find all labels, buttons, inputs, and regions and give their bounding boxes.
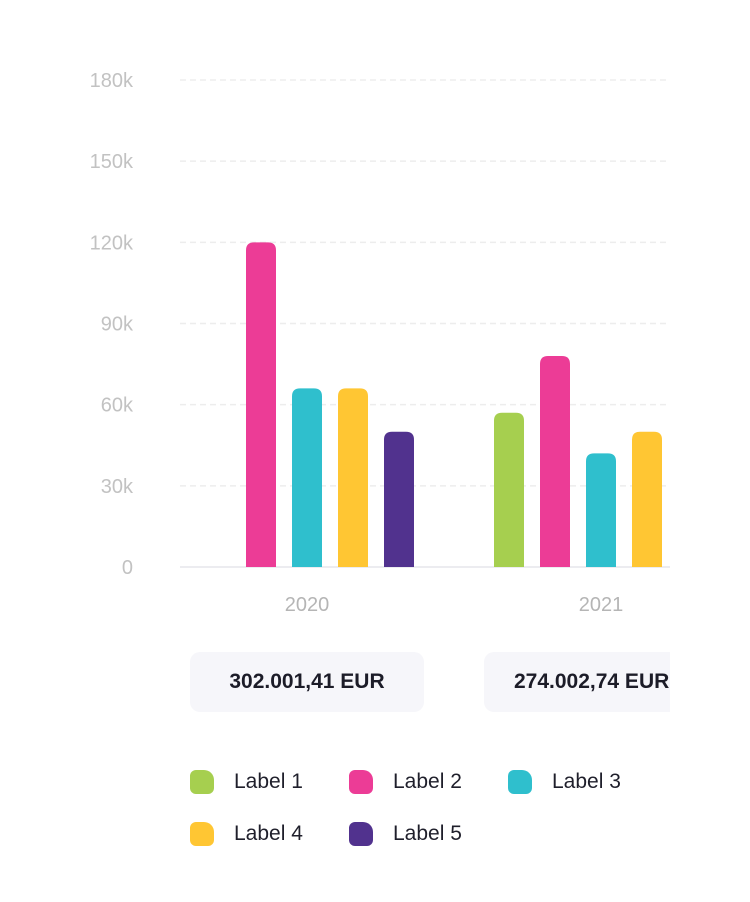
total-value-2021: 274.002,74 EUR bbox=[514, 670, 670, 693]
bar-label-3-2020 bbox=[292, 388, 322, 567]
x-axis-labels: 2020 2021 bbox=[285, 594, 624, 616]
legend-item-label-5: Label 5 bbox=[349, 822, 508, 846]
totals-strip: 302.001,41 EUR 274.002,74 EUR bbox=[180, 640, 670, 730]
y-tick-label: 60k bbox=[101, 395, 134, 417]
y-tick-label: 180k bbox=[90, 70, 134, 92]
total-card-2020: 302.001,41 EUR bbox=[190, 652, 424, 712]
legend-item-label-3: Label 3 bbox=[508, 770, 667, 794]
x-category-label: 2021 bbox=[579, 594, 624, 616]
legend-item-label-1: Label 1 bbox=[190, 770, 349, 794]
bar-label-4-2021 bbox=[632, 431, 662, 567]
legend-swatch bbox=[190, 770, 214, 794]
bar-label-4-2020 bbox=[338, 388, 368, 567]
legend-swatch bbox=[349, 770, 373, 794]
legend-label: Label 2 bbox=[393, 770, 462, 793]
bar-label-1-2021 bbox=[494, 412, 524, 567]
bar-label-2-2021 bbox=[540, 355, 570, 567]
y-tick-label: 0 bbox=[122, 557, 133, 579]
legend: Label 1 Label 2 Label 3 Label 4 Label 5 bbox=[190, 756, 670, 860]
x-category-label: 2020 bbox=[285, 594, 330, 616]
y-tick-label: 120k bbox=[90, 232, 134, 254]
y-tick-label: 150k bbox=[90, 151, 134, 173]
y-tick-label: 30k bbox=[101, 476, 134, 498]
legend-label: Label 3 bbox=[552, 770, 621, 793]
bar-label-3-2021 bbox=[586, 453, 616, 567]
legend-label: Label 1 bbox=[234, 770, 303, 793]
total-card-2021: 274.002,74 EUR bbox=[484, 652, 670, 712]
legend-row: Label 4 Label 5 bbox=[190, 808, 670, 860]
legend-label: Label 4 bbox=[234, 822, 303, 845]
y-axis-ticks: 0 30k 60k 90k 120k 150k 180k bbox=[90, 70, 134, 579]
y-tick-label: 90k bbox=[101, 314, 134, 336]
bars bbox=[246, 242, 662, 568]
legend-item-label-4: Label 4 bbox=[190, 822, 349, 846]
legend-label: Label 5 bbox=[393, 822, 462, 845]
legend-swatch bbox=[190, 822, 214, 846]
bar-chart: 0 30k 60k 90k 120k 150k 180k 2020 2021 bbox=[90, 70, 670, 616]
legend-row: Label 1 Label 2 Label 3 bbox=[190, 756, 670, 808]
legend-swatch bbox=[508, 770, 532, 794]
legend-item-label-2: Label 2 bbox=[349, 770, 508, 794]
bar-label-2-2020 bbox=[246, 242, 276, 568]
bar-label-5-2020 bbox=[384, 431, 414, 567]
legend-swatch bbox=[349, 822, 373, 846]
total-value-2020: 302.001,41 EUR bbox=[229, 670, 385, 693]
